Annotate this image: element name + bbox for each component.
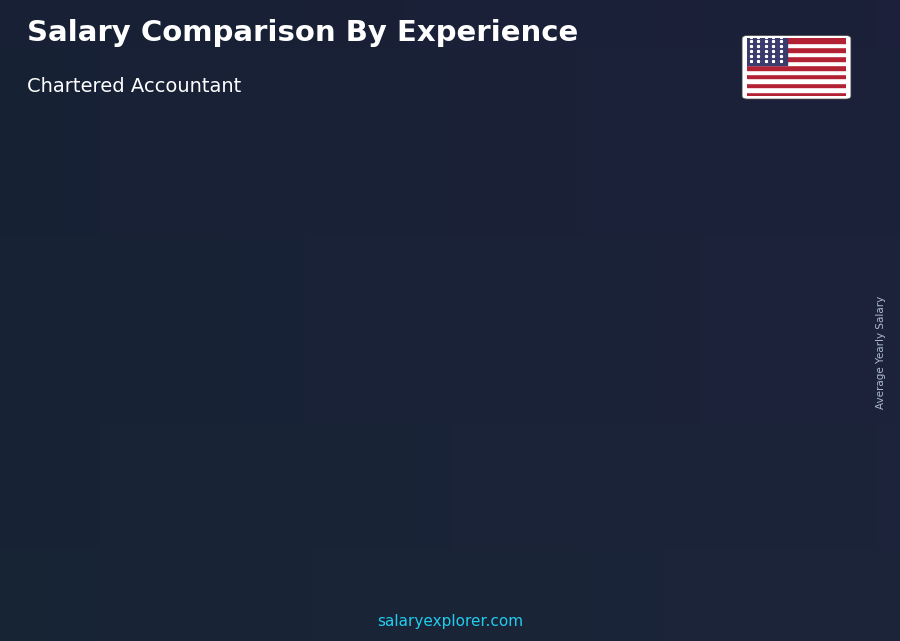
Text: salaryexplorer.com: salaryexplorer.com (377, 615, 523, 629)
Bar (747, 92, 846, 96)
Bar (701, 196, 769, 564)
Bar (443, 250, 510, 564)
Bar (747, 74, 846, 78)
Polygon shape (184, 353, 264, 362)
Polygon shape (252, 353, 264, 564)
Text: +6%: +6% (650, 132, 690, 147)
Polygon shape (443, 241, 522, 250)
Text: Salary Comparison By Experience: Salary Comparison By Experience (27, 19, 578, 47)
Bar (314, 298, 381, 564)
Bar (56, 404, 122, 564)
Bar (747, 43, 846, 47)
Bar (184, 362, 252, 564)
Polygon shape (639, 208, 651, 564)
Bar (701, 196, 709, 564)
Text: 89,000 USD: 89,000 USD (315, 325, 384, 338)
Text: 53,500 USD: 53,500 USD (57, 431, 126, 444)
Polygon shape (510, 241, 522, 564)
Bar (747, 47, 846, 52)
Text: +32%: +32% (256, 233, 309, 249)
Polygon shape (701, 187, 780, 196)
Bar (747, 52, 846, 56)
Text: +11%: +11% (516, 153, 567, 168)
FancyBboxPatch shape (742, 35, 851, 99)
Polygon shape (381, 289, 392, 564)
Polygon shape (122, 395, 134, 564)
Bar (747, 69, 846, 74)
Bar (572, 217, 580, 564)
Bar (747, 83, 846, 87)
Text: Chartered Accountant: Chartered Accountant (27, 77, 241, 96)
Text: 123,000 USD: 123,000 USD (699, 223, 776, 236)
Bar (747, 56, 846, 61)
Text: 105,000 USD: 105,000 USD (441, 277, 518, 290)
Polygon shape (56, 395, 134, 404)
Bar (747, 38, 787, 65)
Bar (443, 250, 451, 564)
Polygon shape (769, 187, 780, 564)
Bar (56, 404, 64, 564)
Text: +18%: +18% (386, 186, 438, 201)
Bar (314, 298, 322, 564)
Text: Average Yearly Salary: Average Yearly Salary (877, 296, 886, 409)
Polygon shape (314, 289, 392, 298)
Text: 67,500 USD: 67,500 USD (186, 389, 256, 402)
Text: +26%: +26% (128, 298, 179, 313)
Bar (747, 65, 846, 69)
Bar (572, 217, 639, 564)
Polygon shape (572, 208, 651, 217)
Bar (747, 78, 846, 83)
Bar (747, 38, 846, 43)
Bar (184, 362, 193, 564)
Text: 116,000 USD: 116,000 USD (570, 244, 647, 257)
Bar (747, 61, 846, 65)
Bar (747, 87, 846, 92)
